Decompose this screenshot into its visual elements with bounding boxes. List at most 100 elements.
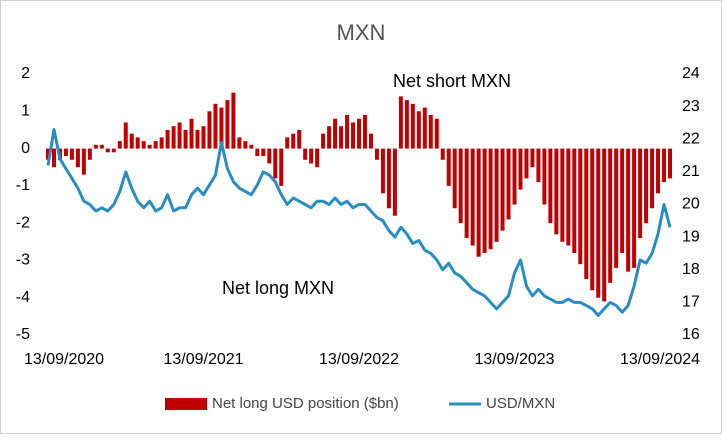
bar xyxy=(530,148,535,168)
bar xyxy=(249,144,254,149)
bar xyxy=(237,137,242,149)
bar xyxy=(626,148,631,272)
bar xyxy=(255,148,260,157)
y2-tick-label: 20 xyxy=(682,196,700,213)
y-tick-label: 1 xyxy=(21,103,30,120)
y2-tick-label: 17 xyxy=(682,294,700,311)
bar xyxy=(159,137,164,149)
annotation: Net long MXN xyxy=(222,278,334,298)
bar xyxy=(410,103,415,149)
bar xyxy=(602,148,607,302)
bar xyxy=(93,144,98,149)
bar xyxy=(644,148,649,224)
bar xyxy=(542,148,547,205)
bar xyxy=(333,118,338,149)
bar xyxy=(392,148,397,216)
bar xyxy=(482,148,487,253)
bar xyxy=(512,148,517,205)
bar xyxy=(464,148,469,239)
y-tick-label: -4 xyxy=(16,289,30,306)
bar xyxy=(219,107,224,149)
bar xyxy=(620,148,625,253)
bar xyxy=(189,118,194,149)
bar xyxy=(153,141,158,149)
bar xyxy=(362,115,367,149)
bar xyxy=(608,148,613,283)
bar xyxy=(440,148,445,160)
bar xyxy=(165,129,170,149)
y2-tick-label: 22 xyxy=(682,130,700,147)
bar xyxy=(428,115,433,149)
bar xyxy=(638,148,643,239)
bar xyxy=(458,148,463,224)
bar xyxy=(171,126,176,149)
bar xyxy=(291,133,296,149)
bar xyxy=(422,107,427,149)
line xyxy=(46,128,672,317)
bar xyxy=(123,122,128,149)
bar xyxy=(548,148,553,224)
y-tick-label: -2 xyxy=(16,214,30,231)
bar xyxy=(560,148,565,242)
bar xyxy=(201,126,206,149)
legend-swatch xyxy=(165,398,207,410)
bar xyxy=(243,141,248,149)
chart-title: MXN xyxy=(337,20,386,45)
bar xyxy=(404,100,409,149)
bar xyxy=(578,148,583,265)
bar xyxy=(273,148,278,179)
bar xyxy=(386,148,391,209)
bar xyxy=(99,144,104,149)
bar xyxy=(650,148,655,209)
bar xyxy=(51,148,56,168)
bar xyxy=(297,129,302,149)
y-tick-label: -5 xyxy=(16,326,30,343)
bar xyxy=(656,148,661,194)
bar xyxy=(231,92,236,149)
y2-tick-label: 19 xyxy=(682,228,700,245)
y2-tick-label: 21 xyxy=(682,163,700,180)
bar xyxy=(632,148,637,268)
bar xyxy=(590,148,595,291)
bar xyxy=(476,148,481,257)
bar xyxy=(662,148,667,183)
x-tick-label: 13/09/2020 xyxy=(24,351,104,368)
bar xyxy=(75,148,80,168)
bar xyxy=(434,118,439,149)
bar xyxy=(668,148,672,179)
bar xyxy=(488,148,493,250)
bar xyxy=(380,148,385,194)
bar xyxy=(368,133,373,149)
x-tick-label: 13/09/2022 xyxy=(319,351,399,368)
legend-label: Net long USD position ($bn) xyxy=(212,395,399,412)
bar xyxy=(213,103,218,149)
bar xyxy=(69,148,74,160)
bar xyxy=(398,96,403,149)
bar xyxy=(446,148,451,186)
bar xyxy=(81,148,86,175)
bar xyxy=(357,118,361,149)
bar xyxy=(536,148,541,183)
bar xyxy=(135,137,140,149)
x-tick-label: 13/09/2024 xyxy=(620,351,700,368)
bar xyxy=(572,148,577,253)
bar xyxy=(177,122,182,149)
bar xyxy=(147,144,152,149)
bar xyxy=(321,133,326,149)
bar xyxy=(470,148,475,246)
y2-tick-label: 16 xyxy=(682,326,700,343)
bar xyxy=(614,148,619,268)
bar xyxy=(566,148,571,246)
bar xyxy=(452,148,457,209)
bar xyxy=(345,115,350,149)
bar xyxy=(374,148,379,160)
y-tick-label: 2 xyxy=(21,65,30,82)
bar xyxy=(46,148,50,160)
x-tick-label: 13/09/2023 xyxy=(474,351,554,368)
y-tick-label: -3 xyxy=(16,252,30,269)
bar xyxy=(315,148,320,168)
bar xyxy=(303,148,308,160)
bar xyxy=(327,126,332,149)
bar xyxy=(285,137,290,149)
